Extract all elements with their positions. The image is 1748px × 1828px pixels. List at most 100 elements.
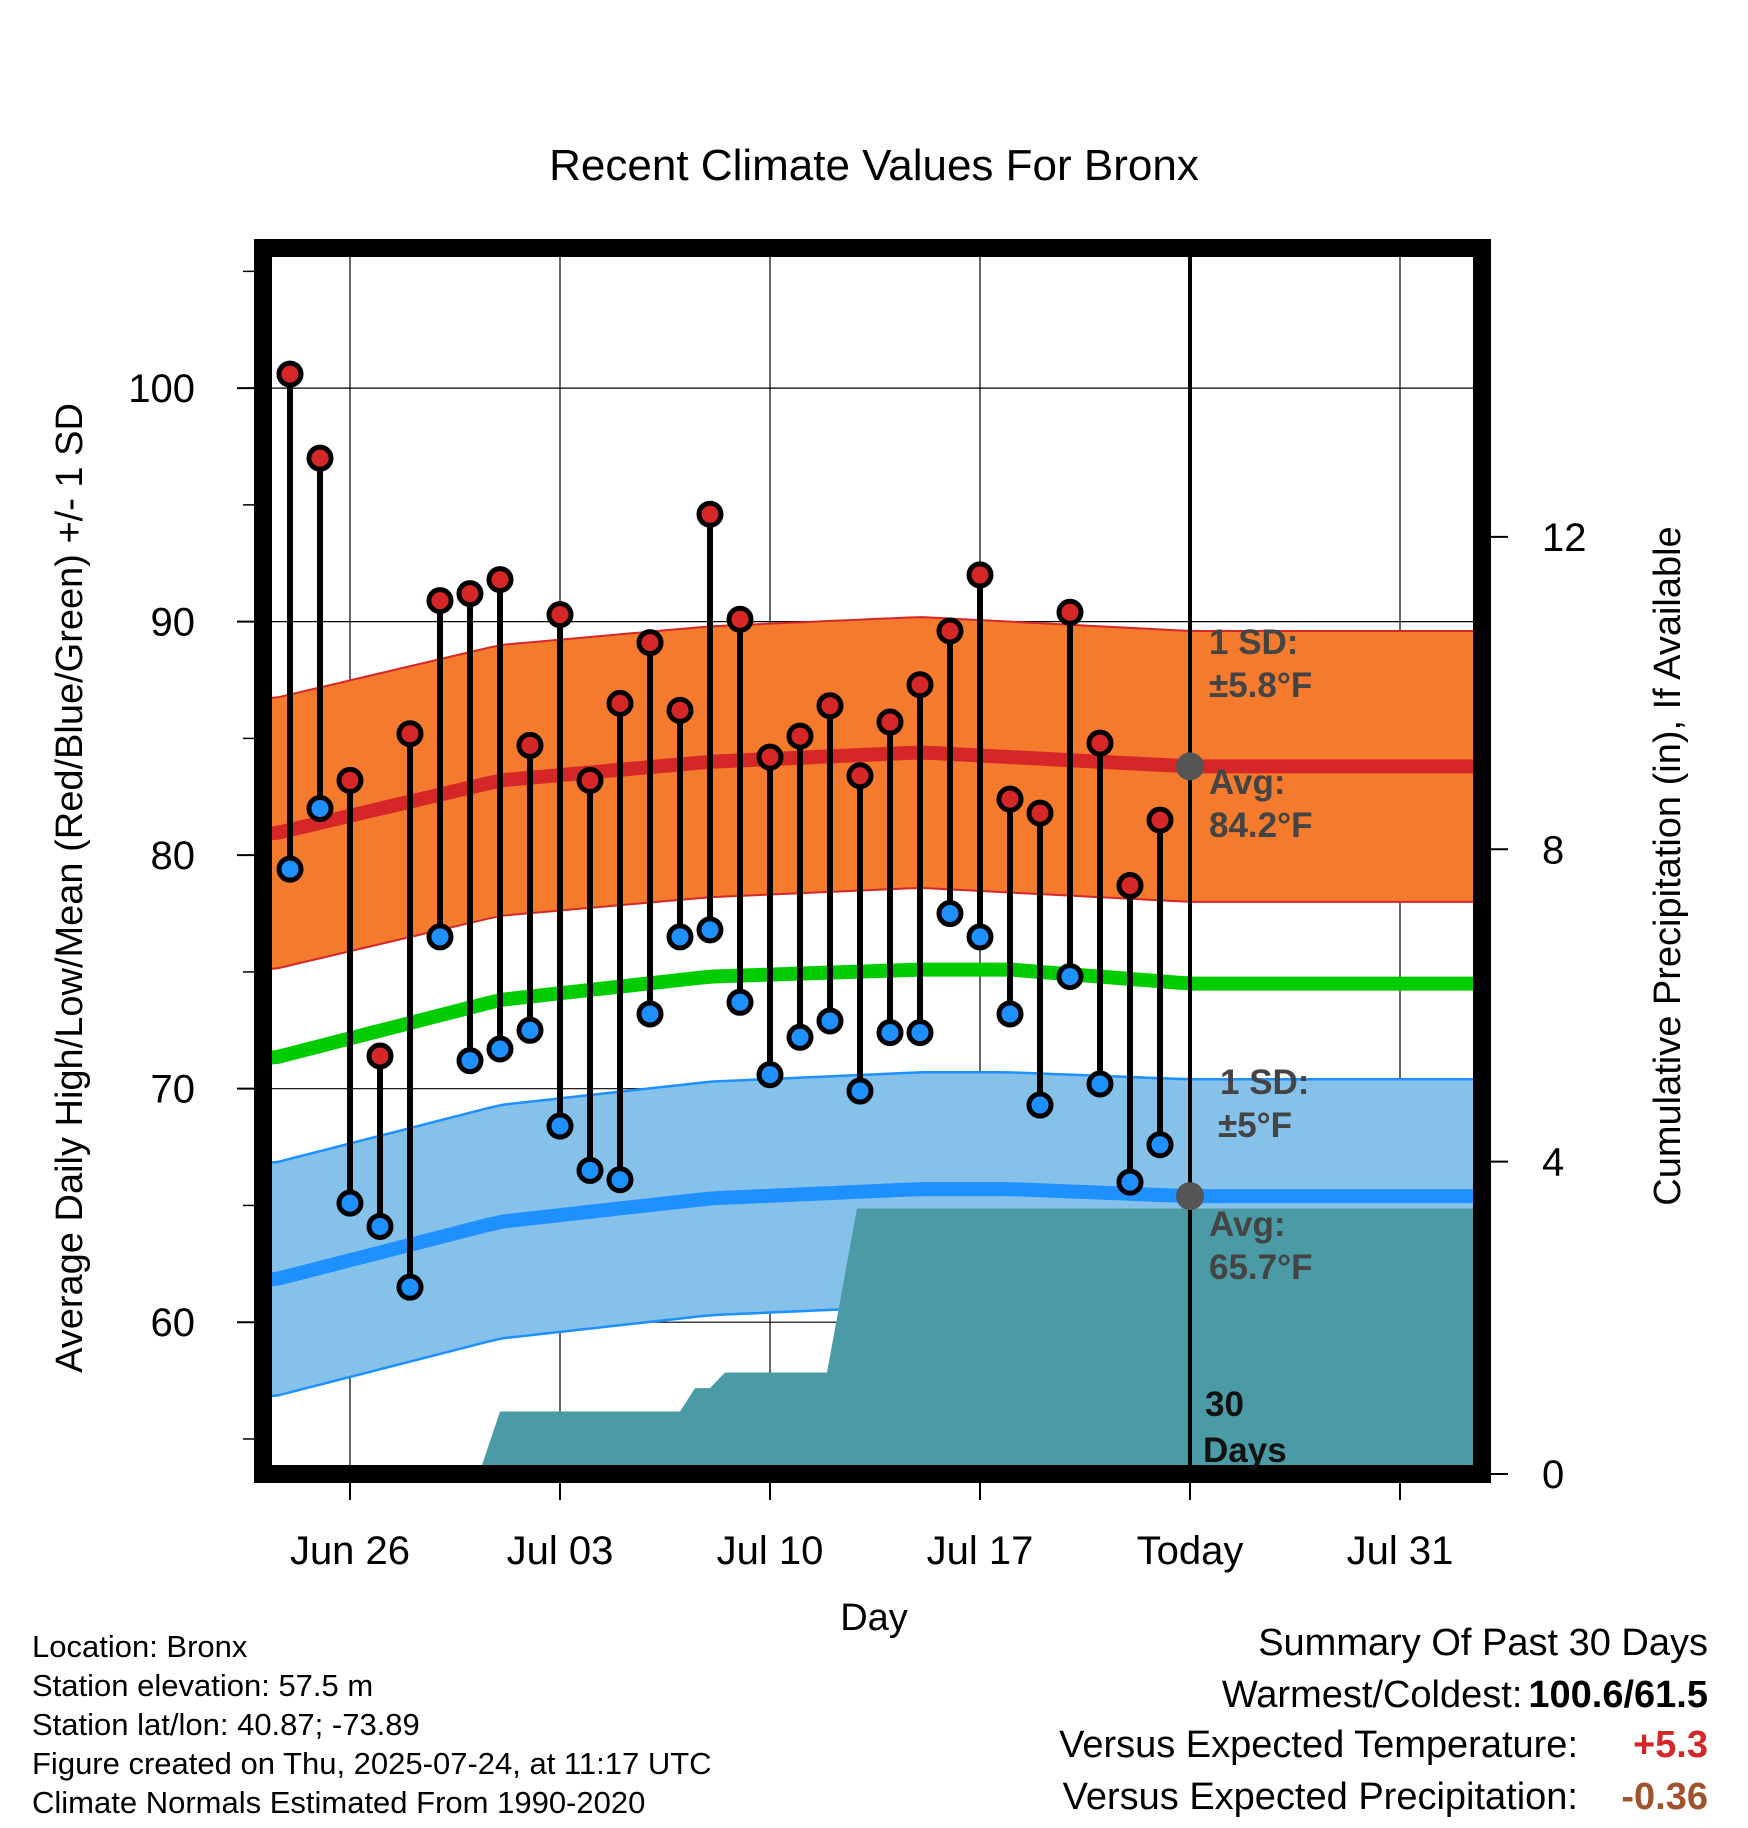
x-tick-label: Jul 17 (927, 1529, 1034, 1573)
daily-low-point (876, 1019, 904, 1047)
y2-tick-label: 8 (1542, 828, 1564, 872)
low-band-upper-edge (262, 1071, 1478, 1165)
y-axis-label: Average Daily High/Low/Mean (Red/Blue/Gr… (49, 403, 91, 1373)
x-tick-label: Jun 26 (290, 1529, 410, 1573)
daily-high-point (306, 444, 334, 472)
y2-tick-label: 12 (1542, 516, 1587, 560)
daily-low-point (696, 916, 724, 944)
annotations: 1 SD: ±5.8°F Avg: 84.2°F 1 SD: ±5°F Avg:… (1203, 623, 1313, 1470)
daily-low-point (1026, 1091, 1054, 1119)
low-avg-value: 65.7°F (1209, 1248, 1313, 1287)
daily-high-point (966, 561, 994, 589)
daily-high-point (276, 360, 304, 388)
temp-label: Versus Expected Temperature: (1059, 1724, 1578, 1766)
daily-low-point (456, 1047, 484, 1075)
low-sd-value: ±5°F (1218, 1106, 1292, 1145)
warm-cold-value: 100.6/61.5 (1528, 1674, 1708, 1716)
daily-low-point (936, 900, 964, 928)
daily-high-point (486, 566, 514, 594)
daily-low-point (636, 1000, 664, 1028)
plot-border (254, 239, 1491, 1483)
today-high-normal-marker (1176, 752, 1204, 781)
daily-high-point (636, 629, 664, 657)
y2-axis-label: Cumulative Precipitation (in), If Availa… (1647, 526, 1689, 1205)
chart-title: Recent Climate Values For Bronx (549, 141, 1199, 190)
daily-low-point (996, 1000, 1024, 1028)
low-sd-label: 1 SD: (1220, 1063, 1309, 1102)
precip-label: Versus Expected Precipitation: (1062, 1776, 1578, 1818)
daily-high-point (426, 587, 454, 615)
daily-high-point (726, 605, 754, 633)
normal-lines (262, 745, 1478, 1288)
daily-high-point (546, 601, 574, 629)
x-tick-label: Jul 03 (507, 1529, 614, 1573)
daily-low-point (396, 1273, 424, 1301)
daily-high-point (1026, 799, 1054, 827)
daily-low-point (846, 1077, 874, 1105)
daily-high-point (816, 692, 844, 720)
precip-cumulative-area (479, 1208, 1482, 1474)
days-number: 30 (1205, 1385, 1244, 1424)
y-tick-label: 70 (151, 1068, 196, 1112)
daily-high-point (876, 708, 904, 736)
elevation-text: Station elevation: 57.5 m (32, 1668, 374, 1703)
daily-low-point (336, 1189, 364, 1217)
daily-high-point (1146, 806, 1174, 834)
low-avg-label: Avg: (1209, 1205, 1285, 1244)
daily-high-point (1086, 729, 1114, 757)
daily-high-point (336, 766, 364, 794)
daily-low-point (816, 1007, 844, 1035)
precipitation-area (479, 1208, 1482, 1474)
daily-high-point (576, 766, 604, 794)
high-sd-label: 1 SD: (1209, 623, 1298, 662)
daily-low-point (606, 1166, 634, 1194)
daily-high-point (756, 743, 784, 771)
warm-cold-label: Warmest/Coldest: (1221, 1674, 1523, 1716)
daily-high-point (906, 671, 934, 699)
daily-low-point (966, 923, 994, 951)
daily-low-point (1146, 1131, 1174, 1159)
temp-value: +5.3 (1632, 1724, 1708, 1766)
normals-text: Climate Normals Estimated From 1990-2020 (32, 1785, 646, 1820)
high-band-lower-edge (262, 886, 1478, 971)
high-band-upper-edge (262, 616, 1478, 700)
y-tick-label: 80 (151, 834, 196, 878)
high-avg-label: Avg: (1209, 763, 1285, 802)
daily-low-point (786, 1023, 814, 1051)
daily-low-point (666, 923, 694, 951)
daily-low-point (306, 794, 334, 822)
daily-low-point (366, 1212, 394, 1240)
daily-high-point (396, 720, 424, 748)
daily-high-point (606, 689, 634, 717)
daily-low-point (756, 1061, 784, 1089)
today-line (1176, 248, 1204, 1474)
daily-high-point (696, 500, 724, 528)
axis-ticks: Jun 26 Jul 03 Jul 10 Jul 17 Today Jul 31 60 70 8… (128, 270, 1587, 1573)
y2-tick-label: 4 (1542, 1141, 1564, 1185)
precip-value: -0.36 (1621, 1776, 1708, 1818)
summary-warm-cold: Warmest/Coldest: 100.6/61.5 (1222, 1674, 1708, 1717)
avg-low-line (262, 1182, 1478, 1288)
plot-frame (254, 239, 1491, 1483)
daily-low-point (426, 923, 454, 951)
avg-mean-line (262, 962, 1478, 1066)
summary-temp: Versus Expected Temperature: +5.3 (1059, 1724, 1708, 1767)
daily-low-point (1086, 1070, 1114, 1098)
daily-high-point (786, 722, 814, 750)
created-text: Figure created on Thu, 2025-07-24, at 11… (32, 1746, 712, 1781)
daily-low-point (546, 1112, 574, 1140)
summary-precip: Versus Expected Precipitation: -0.36 (1063, 1776, 1708, 1819)
daily-high-point (846, 762, 874, 790)
daily-low-point (726, 988, 754, 1016)
daily-high-point (666, 696, 694, 724)
daily-low-point (906, 1019, 934, 1047)
daily-low-point (1056, 963, 1084, 991)
today-low-normal-marker (1176, 1182, 1204, 1211)
days-label: Days (1203, 1431, 1287, 1470)
latlon-text: Station lat/lon: 40.87; -73.89 (32, 1707, 420, 1742)
daily-high-point (456, 580, 484, 608)
high-avg-value: 84.2°F (1209, 806, 1313, 845)
daily-high-point (996, 785, 1024, 813)
high-sd-value: ±5.8°F (1209, 666, 1312, 705)
